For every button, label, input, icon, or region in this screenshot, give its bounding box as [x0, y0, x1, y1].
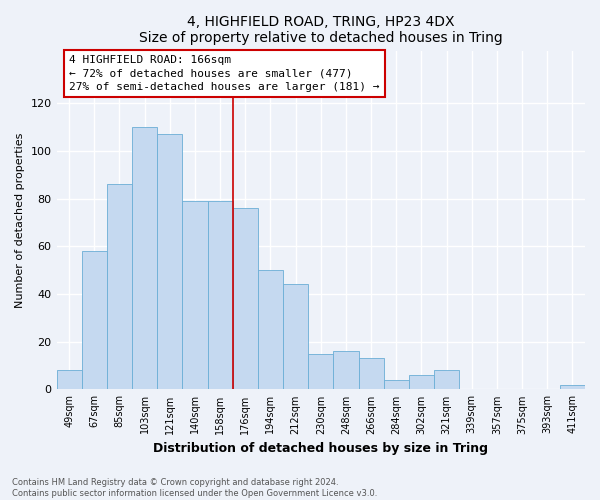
Text: Contains HM Land Registry data © Crown copyright and database right 2024.
Contai: Contains HM Land Registry data © Crown c… — [12, 478, 377, 498]
X-axis label: Distribution of detached houses by size in Tring: Distribution of detached houses by size … — [153, 442, 488, 455]
Bar — [233, 208, 258, 390]
Bar — [334, 351, 359, 390]
Bar — [208, 201, 233, 390]
Bar — [560, 384, 585, 390]
Bar — [359, 358, 383, 390]
Bar — [82, 251, 107, 390]
Title: 4, HIGHFIELD ROAD, TRING, HP23 4DX
Size of property relative to detached houses : 4, HIGHFIELD ROAD, TRING, HP23 4DX Size … — [139, 15, 503, 45]
Bar — [383, 380, 409, 390]
Bar — [132, 127, 157, 390]
Bar — [409, 375, 434, 390]
Bar — [56, 370, 82, 390]
Bar — [107, 184, 132, 390]
Y-axis label: Number of detached properties: Number of detached properties — [15, 132, 25, 308]
Bar — [157, 134, 182, 390]
Bar — [258, 270, 283, 390]
Bar — [182, 201, 208, 390]
Bar — [283, 284, 308, 390]
Text: 4 HIGHFIELD ROAD: 166sqm
← 72% of detached houses are smaller (477)
27% of semi-: 4 HIGHFIELD ROAD: 166sqm ← 72% of detach… — [69, 56, 380, 92]
Bar — [308, 354, 334, 390]
Bar — [434, 370, 459, 390]
